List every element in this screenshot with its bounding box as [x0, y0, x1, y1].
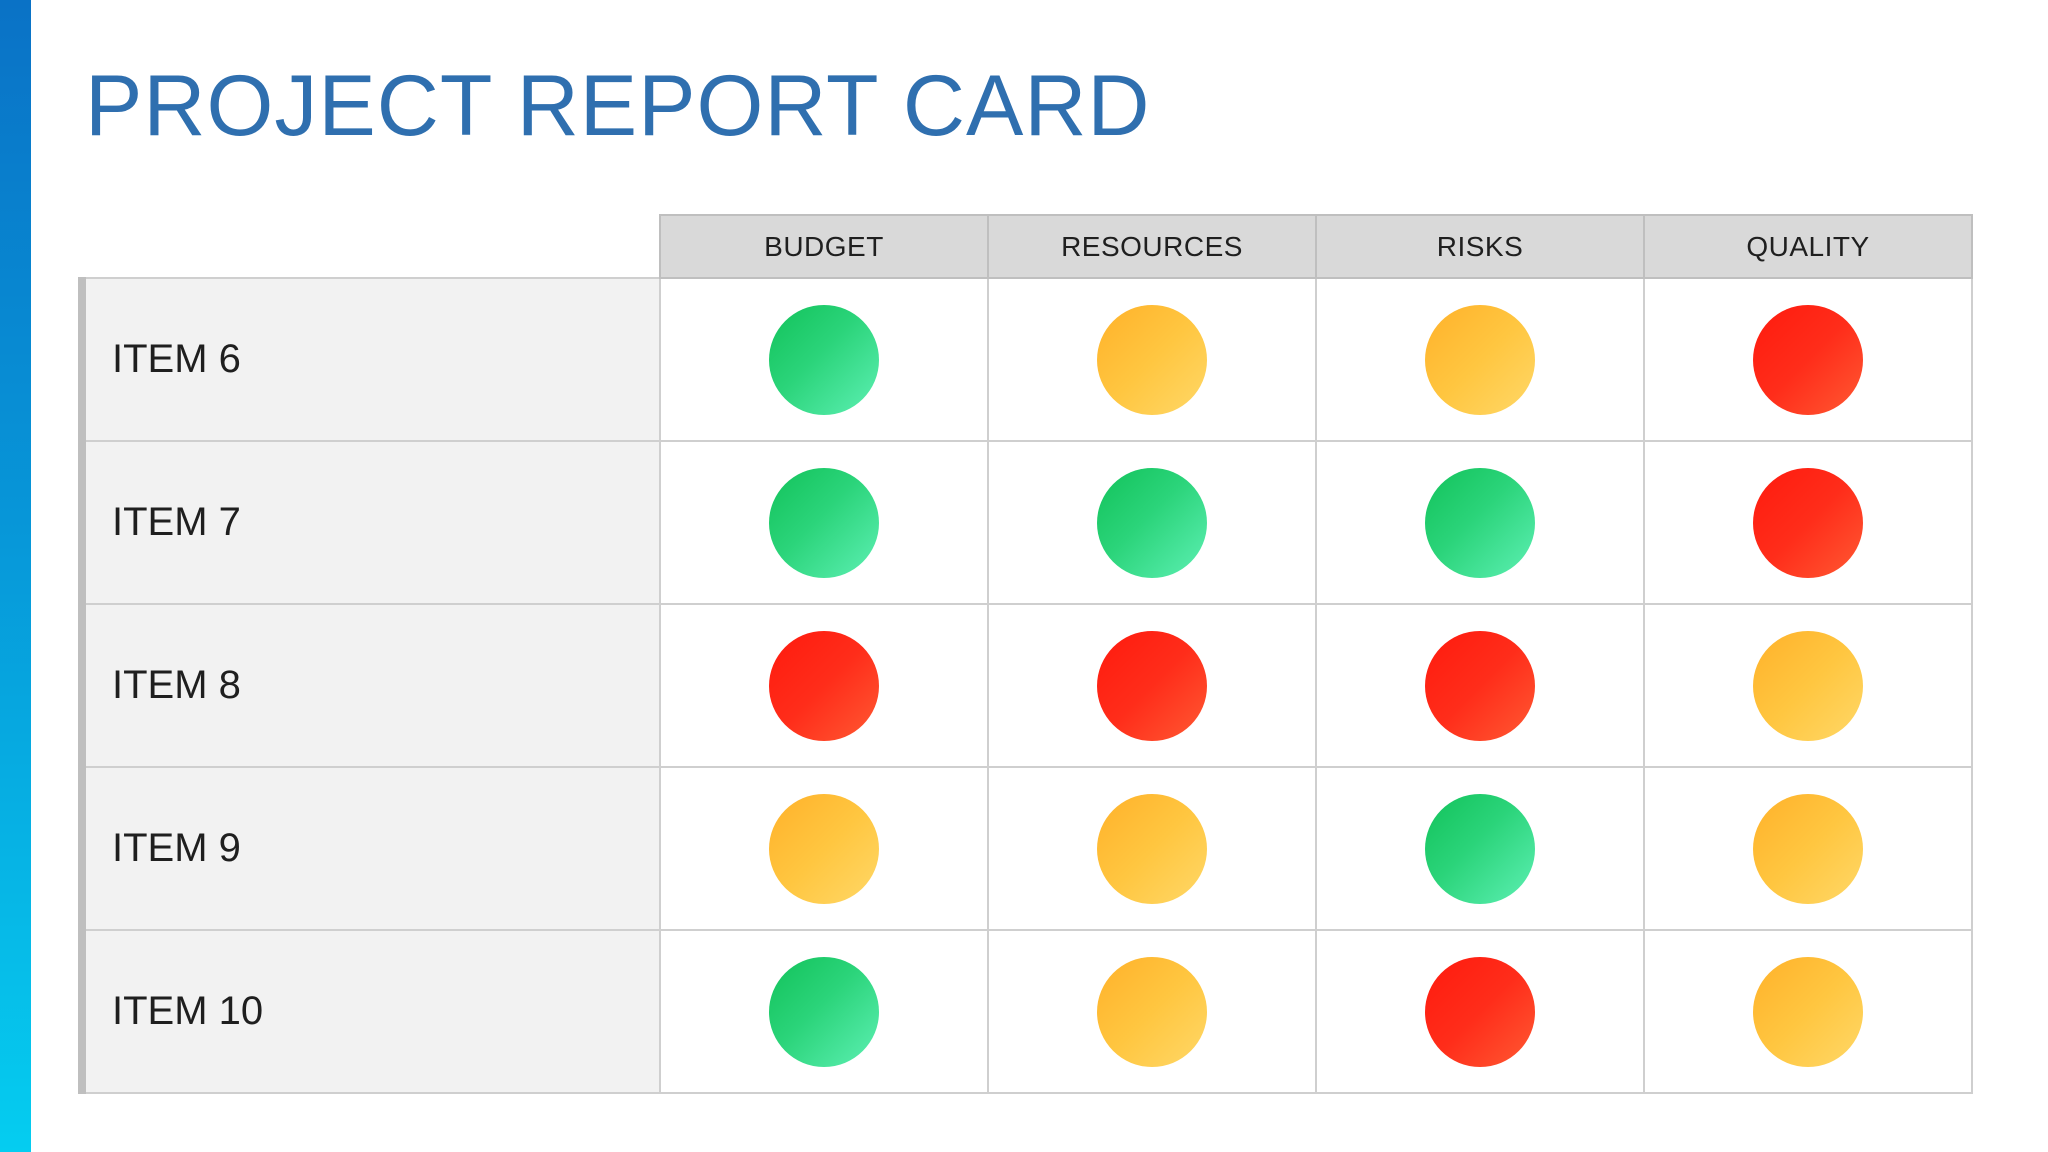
- status-cell: [987, 603, 1317, 768]
- status-indicator-quality: [1753, 956, 1863, 1067]
- report-card-table: BUDGET RESOURCES RISKS QUALITY ITEM 6 IT…: [78, 214, 1973, 1094]
- status-indicator-risks: [1425, 304, 1535, 415]
- status-cell: [659, 440, 989, 605]
- status-cell: [1315, 766, 1645, 931]
- status-cell: [659, 766, 989, 931]
- page-title: PROJECT REPORT CARD: [85, 58, 1151, 154]
- status-cell: [987, 766, 1317, 931]
- row-label: ITEM 9: [78, 766, 661, 931]
- status-cell: [987, 929, 1317, 1094]
- status-cell: [1643, 603, 1973, 768]
- status-indicator-risks: [1425, 793, 1535, 904]
- status-cell: [1315, 603, 1645, 768]
- status-indicator-budget: [769, 793, 879, 904]
- status-indicator-budget: [769, 956, 879, 1067]
- status-indicator-budget: [769, 630, 879, 741]
- column-header-resources: RESOURCES: [987, 214, 1317, 279]
- status-indicator-budget: [769, 467, 879, 578]
- status-indicator-risks: [1425, 630, 1535, 741]
- column-header-risks: RISKS: [1315, 214, 1645, 279]
- table-row: ITEM 6: [78, 277, 1973, 442]
- table-row: ITEM 9: [78, 766, 1973, 931]
- status-indicator-quality: [1753, 793, 1863, 904]
- row-label: ITEM 7: [78, 440, 661, 605]
- column-header-quality: QUALITY: [1643, 214, 1973, 279]
- status-indicator-resources: [1097, 304, 1207, 415]
- status-indicator-quality: [1753, 304, 1863, 415]
- status-indicator-resources: [1097, 467, 1207, 578]
- status-cell: [1643, 929, 1973, 1094]
- table-row: ITEM 10: [78, 929, 1973, 1094]
- status-cell: [1643, 766, 1973, 931]
- row-label: ITEM 8: [78, 603, 661, 768]
- status-indicator-risks: [1425, 467, 1535, 578]
- status-cell: [1315, 277, 1645, 442]
- corner-cell: [82, 215, 660, 278]
- status-indicator-quality: [1753, 630, 1863, 741]
- status-cell: [987, 440, 1317, 605]
- status-indicator-budget: [769, 304, 879, 415]
- status-cell: [1643, 440, 1973, 605]
- status-indicator-resources: [1097, 793, 1207, 904]
- table-row: ITEM 7: [78, 440, 1973, 605]
- status-cell: [1643, 277, 1973, 442]
- status-indicator-risks: [1425, 956, 1535, 1067]
- status-cell: [987, 277, 1317, 442]
- status-indicator-quality: [1753, 467, 1863, 578]
- status-cell: [1315, 929, 1645, 1094]
- row-label: ITEM 6: [78, 277, 661, 442]
- table-row: ITEM 8: [78, 603, 1973, 768]
- status-indicator-resources: [1097, 956, 1207, 1067]
- status-cell: [1315, 440, 1645, 605]
- status-cell: [659, 603, 989, 768]
- status-cell: [659, 277, 989, 442]
- row-label: ITEM 10: [78, 929, 661, 1094]
- column-header-budget: BUDGET: [659, 214, 989, 279]
- status-cell: [659, 929, 989, 1094]
- status-indicator-resources: [1097, 630, 1207, 741]
- header-row: BUDGET RESOURCES RISKS QUALITY: [82, 214, 1973, 279]
- accent-side-bar: [0, 0, 31, 1152]
